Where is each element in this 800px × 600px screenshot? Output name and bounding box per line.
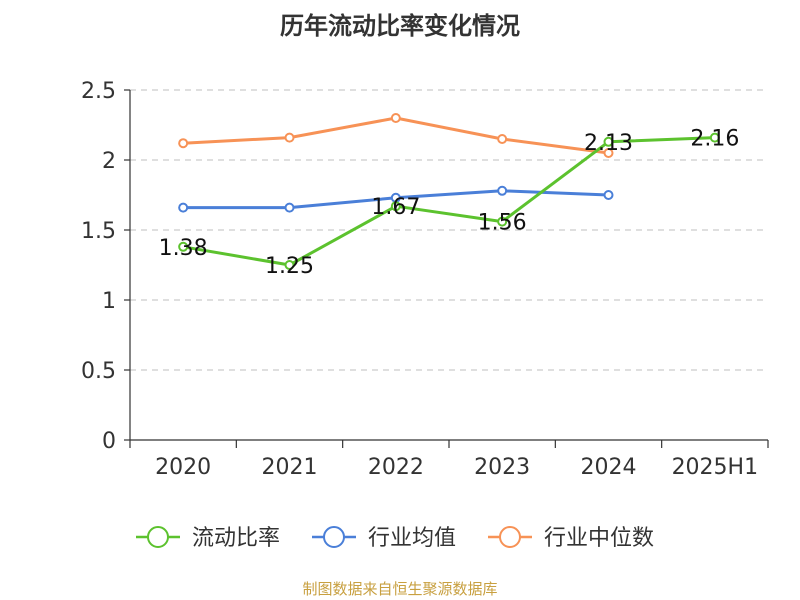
legend-marker (147, 526, 169, 548)
data-point (178, 202, 189, 213)
data-point (709, 132, 720, 143)
y-tick-label: 2 (102, 149, 116, 174)
y-tick-label: 1 (102, 289, 116, 314)
data-point (390, 113, 401, 123)
series-line (183, 116, 609, 155)
y-tick-label: 0 (102, 429, 116, 454)
data-label: 1.56 (478, 211, 527, 236)
data-point (497, 134, 508, 144)
data-point (284, 202, 295, 213)
y-tick-label: 2.5 (81, 79, 116, 104)
legend-marker (499, 526, 521, 548)
x-tick-label: 2025H1 (672, 455, 759, 480)
legend-label: 行业均值 (368, 526, 456, 551)
grid-lines (130, 89, 768, 371)
chart-title: 历年流动比率变化情况 (280, 12, 520, 40)
y-tick-label: 0.5 (81, 359, 116, 384)
data-point (603, 148, 614, 158)
data-point (497, 216, 508, 227)
data-label: 2.13 (584, 131, 633, 156)
data-label: 1.38 (159, 236, 208, 261)
data-point (603, 190, 614, 200)
series-lines (178, 113, 720, 270)
series-line (182, 136, 715, 267)
data-label: 1.67 (371, 195, 420, 220)
data-label: 2.16 (690, 127, 739, 152)
data-point (390, 201, 401, 212)
x-tick-label: 2023 (474, 455, 530, 480)
axes: 0 0.5 1 1.5 2 2.5 2020 2021 2022 2023 2024 2025H1 (81, 79, 769, 480)
x-tick-label: 2024 (581, 455, 637, 480)
legend: 流动比率 行业均值 行业中位数 (136, 526, 654, 551)
x-tick-label: 2022 (368, 455, 424, 480)
data-point (284, 132, 295, 143)
legend-label: 流动比率 (192, 526, 280, 551)
data-point (284, 260, 295, 270)
x-tick-label: 2021 (262, 455, 318, 480)
x-tick-label: 2020 (155, 455, 211, 480)
data-point (178, 138, 189, 149)
data-labels: 1.38 1.25 1.67 1.56 2.13 2.16 (159, 127, 740, 279)
y-tick-label: 1.5 (81, 219, 116, 244)
data-label: 1.25 (265, 254, 314, 279)
source-note: 制图数据来自恒生聚源数据库 (302, 580, 498, 598)
legend-label: 行业中位数 (544, 526, 654, 551)
data-point (178, 241, 189, 252)
legend-marker (323, 526, 345, 548)
data-point (603, 136, 614, 147)
data-point (497, 185, 508, 196)
